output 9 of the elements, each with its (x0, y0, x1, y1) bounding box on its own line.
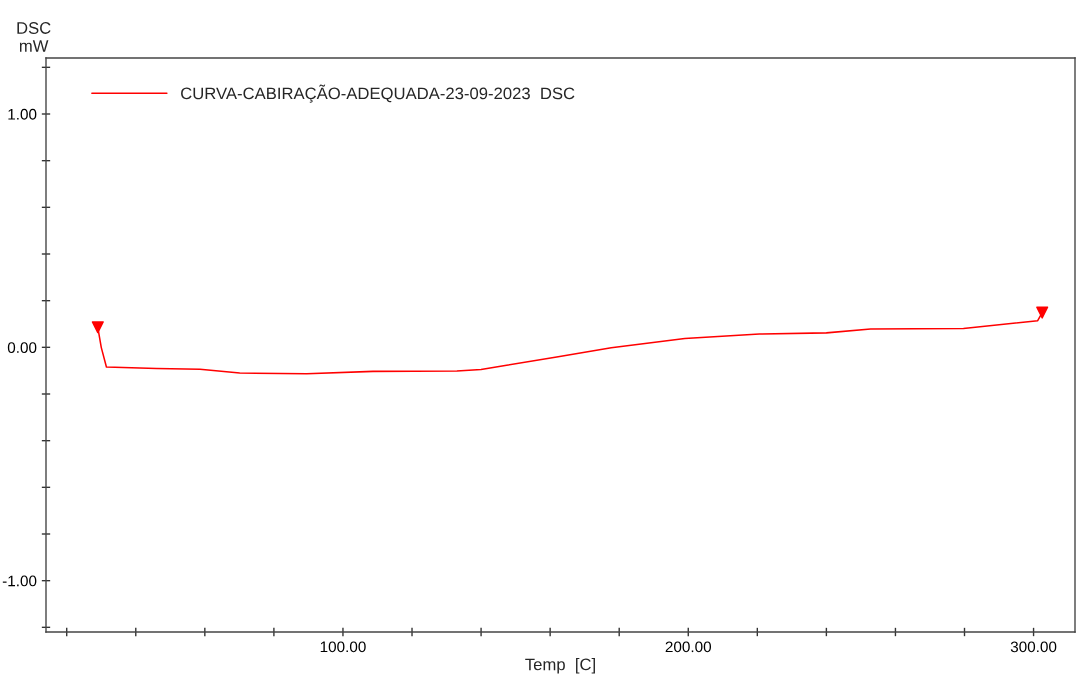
y-axis-title: DSC mW (17, 22, 51, 52)
y-tick-label: 0.00 (7, 342, 37, 354)
y-tick-label: 1.00 (8, 108, 37, 120)
y-tick-label: -1.00 (2, 575, 37, 587)
legend-label: CURVA-CABIRAÇÃO-ADEQUADA-23-09-2023 DSC (181, 84, 575, 103)
x-axis-title: Temp [C] (525, 658, 595, 674)
x-tick-label: 200.00 (665, 641, 712, 653)
x-tick-label: 300.00 (1010, 641, 1057, 653)
x-tick-label: 100.00 (320, 641, 366, 653)
